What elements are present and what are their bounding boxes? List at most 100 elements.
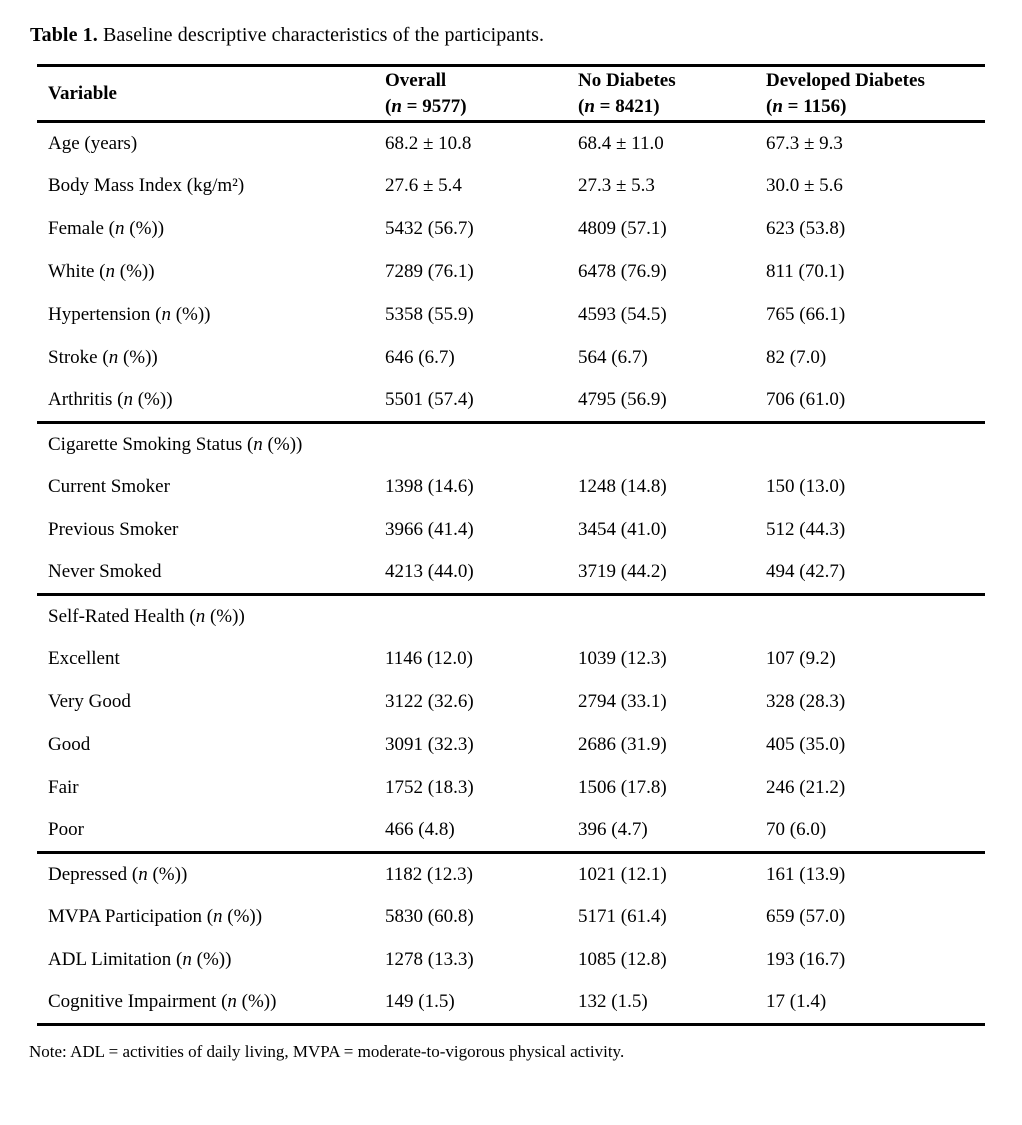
- column-header-no-diabetes-title: No Diabetes: [578, 69, 676, 91]
- table-row: Cognitive Impairment (n (%)) 149 (1.5) 1…: [37, 982, 985, 1025]
- cell-no-diabetes: 68.4 ± 11.0: [578, 132, 664, 154]
- section-self-rated-health: Self-Rated Health (n (%)) Excellent 1146…: [37, 594, 985, 853]
- cell-developed-diabetes: 512 (44.3): [766, 519, 846, 540]
- section-header-row: Cigarette Smoking Status (n (%)): [37, 423, 985, 466]
- table-row: Excellent 1146 (12.0) 1039 (12.3) 107 (9…: [37, 638, 985, 681]
- table-row: Poor 466 (4.8) 396 (4.7) 70 (6.0): [37, 810, 985, 853]
- table-caption-number: Table 1.: [30, 24, 98, 46]
- header-row: Variable Overall (n = 9577) No Diabetes (n…: [37, 65, 985, 123]
- table-row: Never Smoked 4213 (44.0) 3719 (44.2) 494…: [37, 552, 985, 595]
- table-row: Arthritis (n (%)) 5501 (57.4) 4795 (56.9…: [37, 380, 985, 423]
- cell-no-diabetes: 132 (1.5): [578, 991, 648, 1013]
- cell-label: Age (years): [48, 132, 138, 154]
- cell-label: Previous Smoker: [48, 519, 179, 540]
- table-row: White (n (%)) 7289 (76.1) 6478 (76.9) 81…: [37, 251, 985, 294]
- table-row: ADL Limitation (n (%)) 1278 (13.3) 1085 …: [37, 939, 985, 982]
- cell-developed-diabetes: 623 (53.8): [766, 218, 846, 239]
- cell-no-diabetes: 6478 (76.9): [578, 261, 667, 282]
- cell-label: Depressed (n (%)): [48, 863, 188, 885]
- cell-no-diabetes: 1506 (17.8): [578, 777, 667, 798]
- cell-label: Hypertension (n (%)): [48, 304, 211, 325]
- column-header-overall: Overall (n = 9577): [385, 65, 578, 123]
- table-row: MVPA Participation (n (%)) 5830 (60.8) 5…: [37, 896, 985, 939]
- cell-overall: 5830 (60.8): [385, 906, 474, 927]
- cell-developed-diabetes: 193 (16.7): [766, 949, 846, 970]
- cell-developed-diabetes: 82 (7.0): [766, 347, 827, 368]
- table-row: Previous Smoker 3966 (41.4) 3454 (41.0) …: [37, 509, 985, 552]
- cell-label: MVPA Participation (n (%)): [48, 906, 263, 927]
- table-row: Current Smoker 1398 (14.6) 1248 (14.8) 1…: [37, 466, 985, 509]
- cell-overall: 3966 (41.4): [385, 519, 474, 540]
- section-header-row: Self-Rated Health (n (%)): [37, 595, 985, 638]
- cell-developed-diabetes: 405 (35.0): [766, 734, 846, 755]
- cell-no-diabetes: 2794 (33.1): [578, 691, 667, 712]
- cell-label: Cognitive Impairment (n (%)): [48, 991, 277, 1013]
- cell-label: Current Smoker: [48, 476, 170, 497]
- cell-no-diabetes: 2686 (31.9): [578, 734, 667, 755]
- cell-no-diabetes: 1021 (12.1): [578, 863, 667, 885]
- cell-no-diabetes: 5171 (61.4): [578, 906, 667, 927]
- table-row: Body Mass Index (kg/m²) 27.6 ± 5.4 27.3 …: [37, 165, 985, 208]
- cell-overall: 1278 (13.3): [385, 949, 474, 970]
- table-header: Variable Overall (n = 9577) No Diabetes (n…: [37, 65, 985, 123]
- cell-label: Body Mass Index (kg/m²): [48, 175, 245, 196]
- cell-overall: 466 (4.8): [385, 819, 455, 841]
- cell-label: Arthritis (n (%)): [48, 389, 173, 411]
- cell-developed-diabetes: 30.0 ± 5.6: [766, 175, 843, 196]
- cell-overall: 3122 (32.6): [385, 691, 474, 712]
- cell-developed-diabetes: 659 (57.0): [766, 906, 846, 927]
- cell-overall: 7289 (76.1): [385, 261, 474, 282]
- cell-label: White (n (%)): [48, 261, 155, 282]
- cell-label: Fair: [48, 777, 79, 798]
- column-header-overall-title: Overall: [385, 69, 447, 91]
- cell-label: Never Smoked: [48, 561, 162, 583]
- page: Table 1. Baseline descriptive characteri…: [29, 22, 988, 1061]
- cell-label: Very Good: [48, 691, 131, 712]
- column-header-no-diabetes: No Diabetes (n = 8421): [578, 65, 766, 123]
- table-row: Hypertension (n (%)) 5358 (55.9) 4593 (5…: [37, 294, 985, 337]
- cell-no-diabetes: 1248 (14.8): [578, 476, 667, 497]
- table-caption-text: Baseline descriptive characteristics of …: [97, 24, 545, 46]
- section-demographics: Age (years) 68.2 ± 10.8 68.4 ± 11.0 67.3…: [37, 122, 985, 423]
- cell-developed-diabetes: 246 (21.2): [766, 777, 846, 798]
- cell-overall: 1398 (14.6): [385, 476, 474, 497]
- cell-developed-diabetes: 17 (1.4): [766, 991, 827, 1013]
- table-row: Fair 1752 (18.3) 1506 (17.8) 246 (21.2): [37, 767, 985, 810]
- cell-overall: 5358 (55.9): [385, 304, 474, 325]
- section-smoking-status: Cigarette Smoking Status (n (%)) Current…: [37, 422, 985, 595]
- column-header-variable: Variable: [37, 65, 385, 123]
- cell-overall: 3091 (32.3): [385, 734, 474, 755]
- cell-overall: 646 (6.7): [385, 347, 455, 368]
- column-header-developed-diabetes-n: (n = 1156): [766, 95, 847, 117]
- cell-overall: 1752 (18.3): [385, 777, 474, 798]
- section-header-label: Cigarette Smoking Status (n (%)): [48, 433, 303, 455]
- cell-no-diabetes: 27.3 ± 5.3: [578, 175, 655, 196]
- cell-developed-diabetes: 70 (6.0): [766, 819, 827, 841]
- cell-no-diabetes: 4809 (57.1): [578, 218, 667, 239]
- cell-no-diabetes: 3719 (44.2): [578, 561, 667, 583]
- table-note: Note: ADL = activities of daily living, …: [29, 1042, 625, 1061]
- column-header-developed-diabetes-title: Developed Diabetes: [766, 69, 925, 91]
- cell-overall: 4213 (44.0): [385, 561, 474, 583]
- cell-developed-diabetes: 107 (9.2): [766, 648, 836, 669]
- table-row: Female (n (%)) 5432 (56.7) 4809 (57.1) 6…: [37, 208, 985, 251]
- cell-label: Stroke (n (%)): [48, 347, 158, 368]
- cell-no-diabetes: 396 (4.7): [578, 819, 648, 841]
- cell-no-diabetes: 1085 (12.8): [578, 949, 667, 970]
- cell-no-diabetes: 1039 (12.3): [578, 648, 667, 669]
- cell-overall: 1146 (12.0): [385, 648, 473, 669]
- cell-developed-diabetes: 150 (13.0): [766, 476, 846, 497]
- cell-label: Female (n (%)): [48, 218, 165, 239]
- table-row: Age (years) 68.2 ± 10.8 68.4 ± 11.0 67.3…: [37, 122, 985, 165]
- section-function-cognition: Depressed (n (%)) 1182 (12.3) 1021 (12.1…: [37, 852, 985, 1025]
- cell-developed-diabetes: 161 (13.9): [766, 863, 846, 885]
- cell-no-diabetes: 4795 (56.9): [578, 389, 667, 411]
- table-row: Good 3091 (32.3) 2686 (31.9) 405 (35.0): [37, 724, 985, 767]
- table-row: Depressed (n (%)) 1182 (12.3) 1021 (12.1…: [37, 853, 985, 896]
- cell-overall: 68.2 ± 10.8: [385, 132, 472, 154]
- column-header-overall-n: (n = 9577): [385, 95, 467, 117]
- cell-no-diabetes: 4593 (54.5): [578, 304, 667, 325]
- table-caption: Table 1. Baseline descriptive characteri…: [30, 22, 988, 48]
- table-row: Stroke (n (%)) 646 (6.7) 564 (6.7) 82 (7…: [37, 337, 985, 380]
- cell-no-diabetes: 564 (6.7): [578, 347, 648, 368]
